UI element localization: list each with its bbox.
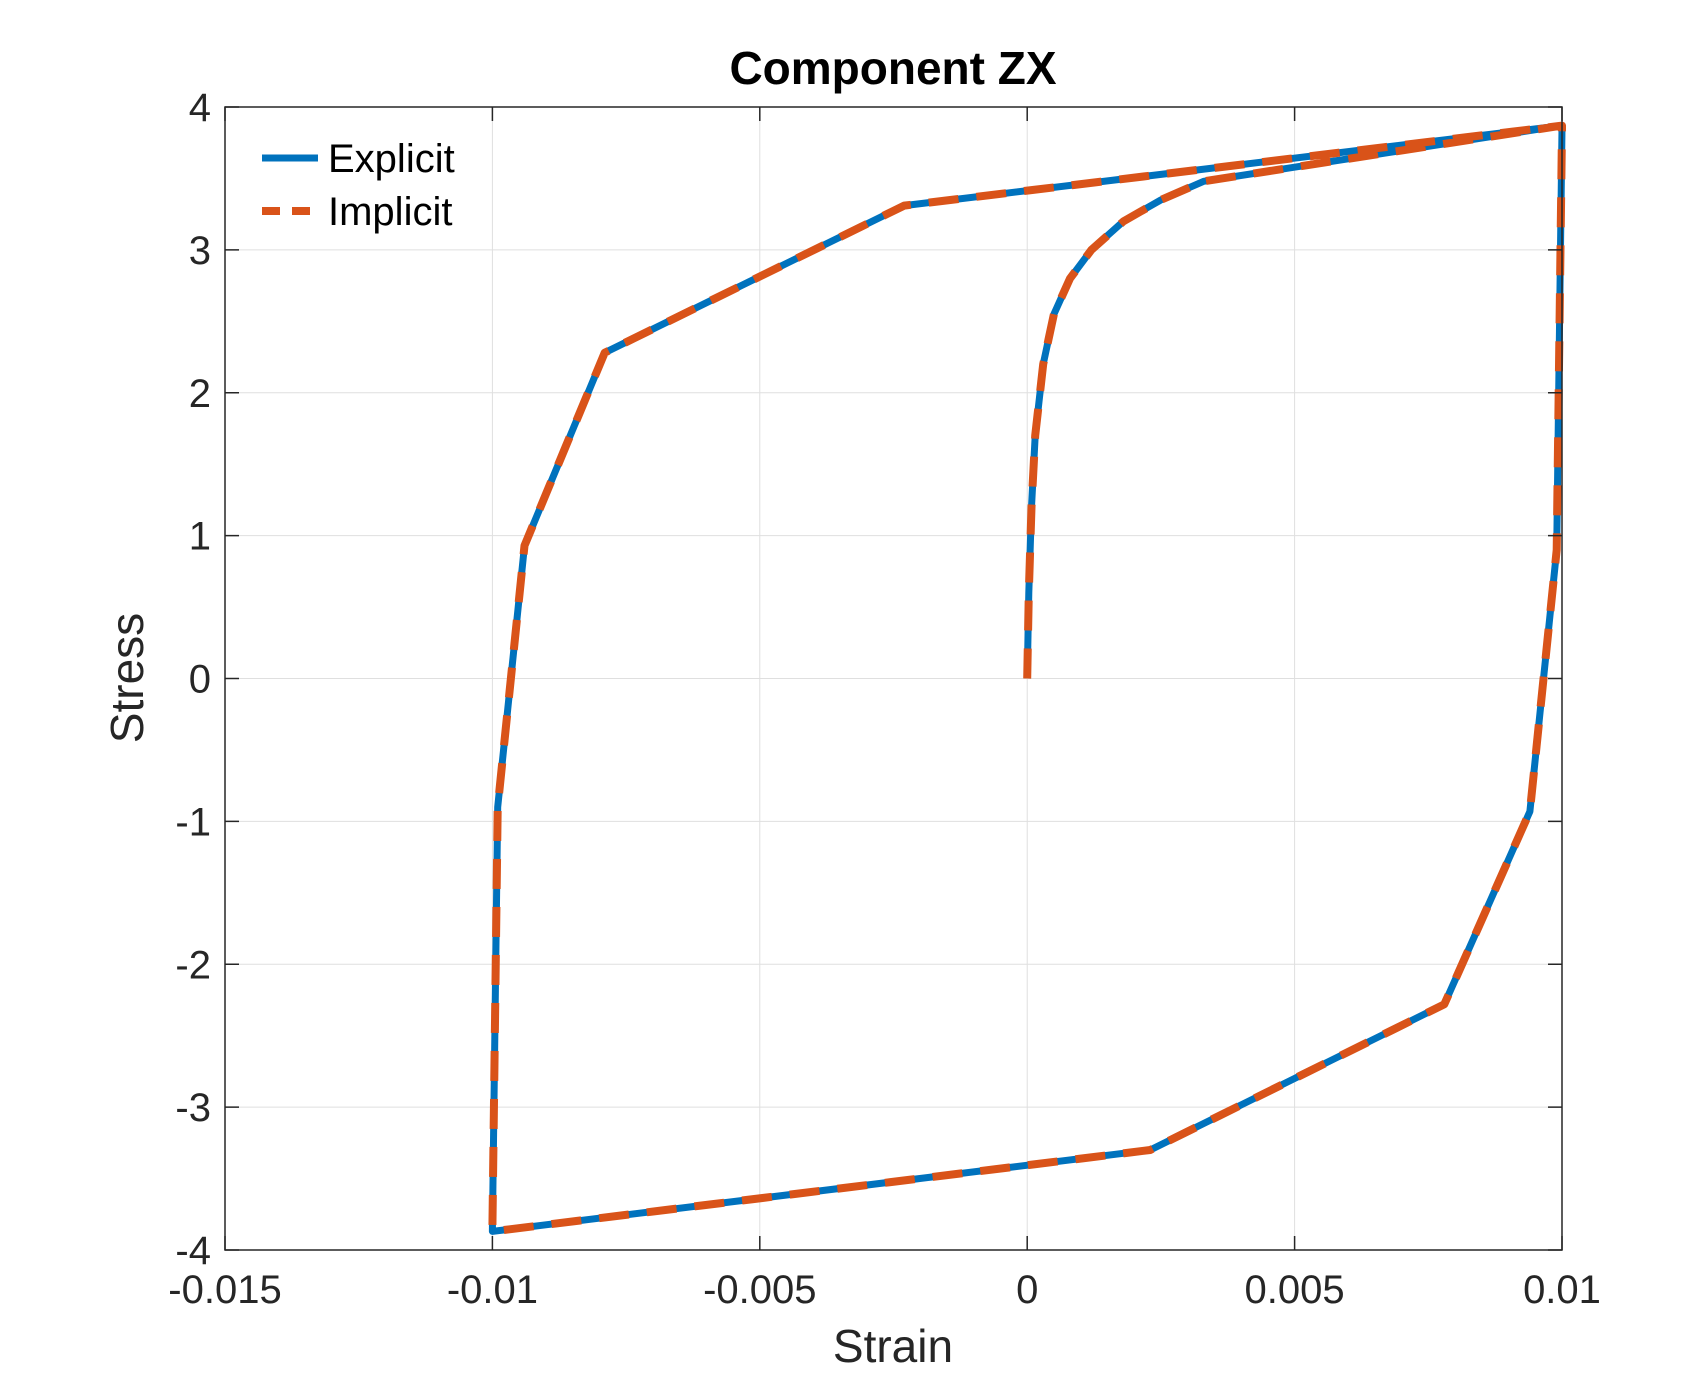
legend-label-explicit: Explicit [328,137,455,181]
y-tick-label: 0 [189,658,211,702]
y-tick-label: 4 [189,86,211,130]
x-tick-label: -0.01 [447,1268,538,1312]
y-tick-labels: -4 -3 -2 -1 0 1 2 3 4 [175,86,211,1273]
y-tick-label: -3 [175,1086,211,1130]
chart-title: Component ZX [729,42,1056,94]
y-tick-label: -4 [175,1229,211,1273]
x-tick-labels: -0.015 -0.01 -0.005 0 0.005 0.01 [168,1268,1601,1312]
y-axis-label: Stress [101,613,153,743]
x-tick-label: 0.005 [1245,1268,1345,1312]
y-tick-label: 2 [189,372,211,416]
x-axis-label: Strain [833,1320,953,1372]
x-tick-label: 0 [1016,1268,1038,1312]
y-tick-label: -1 [175,800,211,844]
plot-area [224,106,1566,1251]
legend: Explicit Implicit [262,137,455,234]
x-tick-label: 0.01 [1523,1268,1601,1312]
y-tick-label: -2 [175,943,211,987]
x-tick-label: -0.015 [168,1268,281,1312]
y-tick-label: 3 [189,229,211,273]
tick-marks [224,106,1563,1251]
legend-label-implicit: Implicit [328,190,452,234]
x-tick-label: -0.005 [703,1268,816,1312]
y-tick-label: 1 [189,515,211,559]
